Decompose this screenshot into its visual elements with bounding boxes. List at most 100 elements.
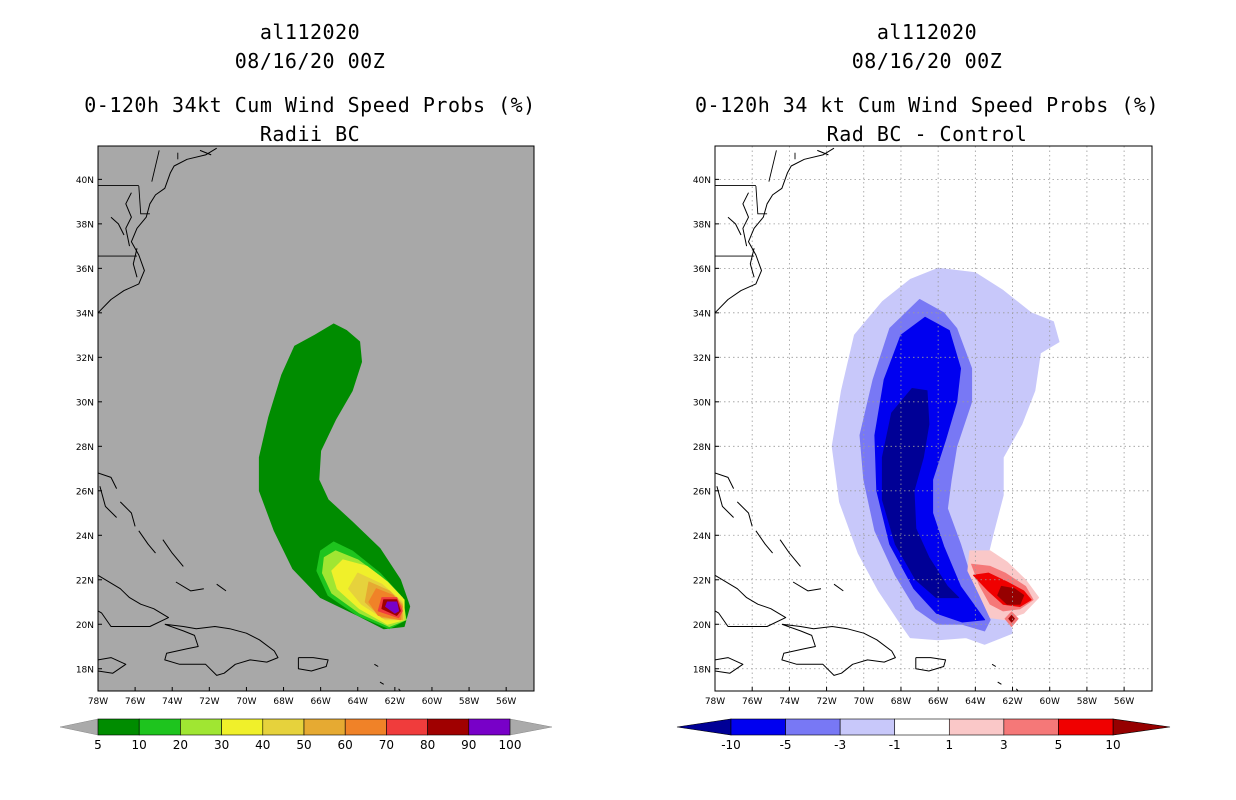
colorbar-swatch (1003, 718, 1059, 736)
lat-tick-label: 38N (693, 220, 711, 230)
right-title-line1: 0-120h 34 kt Cum Wind Speed Probs (%) (694, 93, 1160, 117)
coastline (997, 681, 1002, 685)
lat-tick-label: 34N (76, 309, 94, 319)
lat-tick-label: 18N (76, 665, 94, 675)
lon-tick-label: 64W (348, 697, 368, 707)
lat-tick-label: 22N (76, 576, 94, 586)
coastline (779, 539, 801, 567)
contour-level-neg10 (881, 388, 960, 599)
lon-tick-label: 62W (385, 697, 405, 707)
lon-tick-label: 70W (854, 697, 874, 707)
coastline (781, 623, 896, 676)
coastline (715, 472, 735, 489)
colorbar-label: 1 (945, 738, 953, 752)
lat-tick-label: 36N (76, 265, 94, 275)
lat-tick-label: 30N (693, 398, 711, 408)
lat-tick-label: 24N (76, 532, 94, 542)
left-title-line1: 0-120h 34kt Cum Wind Speed Probs (%) (84, 93, 536, 117)
coastline (138, 530, 156, 554)
colorbar-high-end (509, 718, 553, 736)
lon-tick-label: 72W (816, 697, 836, 707)
lon-tick-label: 66W (310, 697, 330, 707)
colorbar-label: 10 (132, 738, 147, 752)
right-title-line2: Rad BC - Control (826, 122, 1028, 146)
lat-tick-label: 22N (693, 576, 711, 586)
lon-tick-label: 74W (779, 697, 799, 707)
colorbar-label: -10 (721, 738, 741, 752)
coastline (716, 486, 734, 518)
map-content (98, 146, 411, 691)
lon-tick-label: 68W (273, 697, 293, 707)
coastline (715, 574, 787, 627)
colorbar-label: 5 (94, 738, 102, 752)
lon-tick-label: 56W (496, 697, 516, 707)
left-title-block: al112020 08/16/20 00Z 0-120h 34kt Cum Wi… (0, 18, 620, 149)
colorbar-label: -1 (889, 738, 901, 752)
lon-tick-label: 66W (928, 697, 948, 707)
colorbar-low-end (59, 718, 99, 736)
lat-tick-label: 40N (693, 176, 711, 186)
colorbar-label: 100 (499, 738, 522, 752)
coastline (125, 192, 132, 247)
lat-tick-label: 20N (76, 621, 94, 631)
coastline (792, 581, 822, 592)
colorbar-label: 10 (1105, 738, 1120, 752)
lat-tick-label: 20N (693, 621, 711, 631)
map-frame (714, 145, 1153, 692)
state-border (768, 150, 777, 182)
colorbar-swatch (262, 718, 305, 736)
lon-tick-label: 68W (891, 697, 911, 707)
lon-tick-label: 72W (199, 697, 219, 707)
colorbar-swatch (386, 718, 428, 736)
coastline (715, 147, 835, 314)
lat-tick-label: 26N (693, 487, 711, 497)
colorbar-label: 3 (1000, 738, 1008, 752)
left-storm-id: al112020 (259, 20, 361, 44)
colorbar-high-end (1112, 718, 1171, 736)
lon-tick-label: 76W (742, 697, 762, 707)
coastline (742, 192, 749, 247)
lon-tick-label: 78W (88, 697, 108, 707)
map-frame (97, 145, 535, 692)
coastline (991, 663, 997, 667)
colorbar-swatch (344, 718, 387, 736)
colorbar-swatch (427, 718, 470, 736)
coastline (199, 149, 212, 156)
colorbar-swatch (180, 718, 222, 736)
colorbar-swatch (730, 718, 786, 736)
coastline (164, 623, 279, 676)
lat-tick-label: 40N (76, 176, 94, 186)
coastline (227, 146, 229, 147)
right-storm-id: al112020 (876, 20, 978, 44)
coastline (379, 681, 384, 685)
lat-tick-label: 30N (76, 398, 94, 408)
colorbar-swatch (97, 718, 140, 736)
colorbar-swatch (894, 718, 950, 736)
colorbar-label: 20 (173, 738, 188, 752)
lat-tick-label: 38N (76, 220, 94, 230)
coastline (98, 657, 127, 674)
lat-tick-label: 34N (693, 309, 711, 319)
lat-tick-label: 28N (693, 443, 711, 453)
coastline (736, 501, 753, 527)
coastline (110, 216, 125, 236)
lon-tick-label: 70W (236, 697, 256, 707)
colorbar-label: 40 (255, 738, 270, 752)
colorbar-swatch (138, 718, 181, 736)
left-datetime: 08/16/20 00Z (234, 49, 386, 73)
coastline (132, 248, 138, 278)
colorbar-swatch (303, 718, 346, 736)
coastline (715, 657, 744, 674)
state-border (151, 150, 160, 182)
colorbar-low-end (676, 718, 732, 736)
contour-level-10 (997, 585, 1025, 605)
contour-level-90 (385, 601, 400, 614)
coastline (297, 657, 329, 672)
coastline (727, 216, 742, 236)
coastline (817, 149, 829, 156)
lon-tick-label: 58W (1077, 697, 1097, 707)
colorbar-label: 90 (461, 738, 476, 752)
colorbar-label: -5 (780, 738, 792, 752)
coastline (755, 530, 773, 554)
